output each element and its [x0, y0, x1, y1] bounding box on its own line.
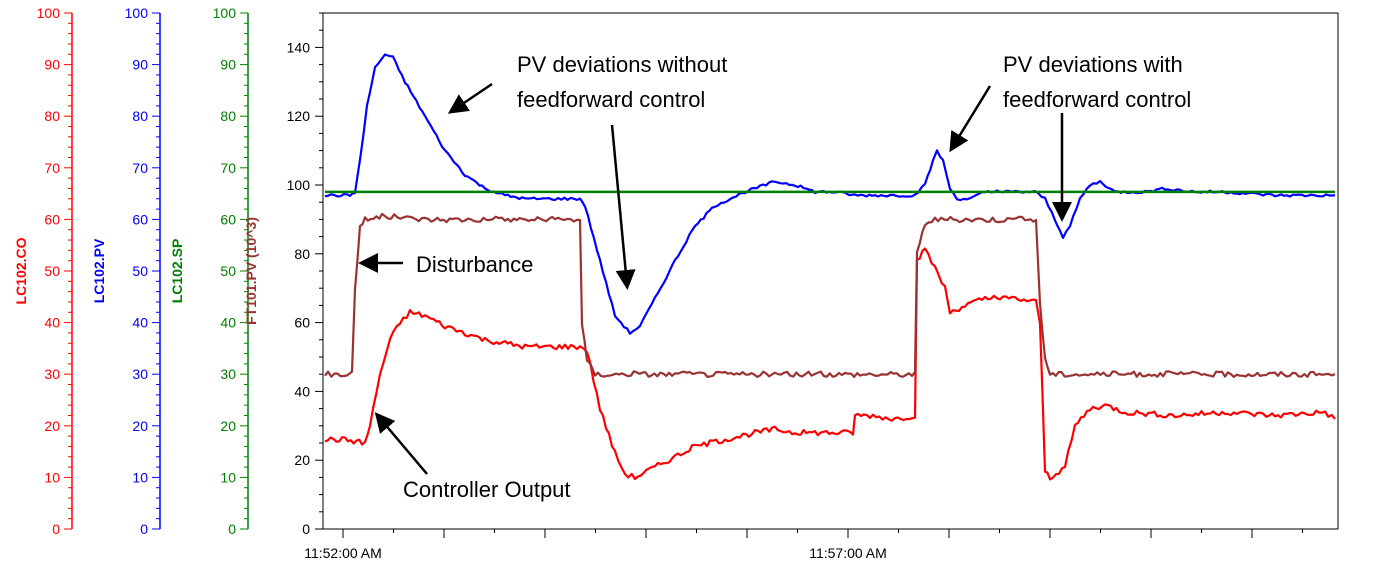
tick-label: 30: [132, 366, 148, 382]
tick-label: 70: [44, 160, 60, 176]
tick-label: 10: [220, 469, 236, 485]
tick-label: 80: [294, 246, 310, 262]
series-line-ft101-pv-10-3: [324, 212, 1336, 378]
tick-label: 100: [125, 5, 149, 21]
x-tick-label: 11:57:00 AM: [809, 545, 887, 561]
tick-label: 10: [44, 469, 60, 485]
ft101-axis: 0 20 40 60 80 100 120 140 FT101.PV (10^3): [243, 12, 323, 537]
tick-label: 20: [294, 452, 310, 468]
tick-label: 30: [44, 366, 60, 382]
x-tick-label: 11:52:00 AM: [304, 545, 382, 561]
series-line-lc102-co: [324, 247, 1336, 481]
axis-title: LC102.SP: [169, 239, 185, 304]
tick-label: 60: [44, 211, 60, 227]
tick-label: 40: [44, 315, 60, 331]
tick-label: 10: [132, 469, 148, 485]
tick-label: 40: [220, 315, 236, 331]
tick-label: 90: [220, 57, 236, 73]
axis-title-ft101: FT101.PV (10^3): [243, 217, 259, 325]
axis-lc102-pv: 0 10 20 30 40 50 60 70 80 90 100 LC102.PV: [91, 5, 161, 537]
series-layer: [324, 53, 1336, 481]
annotation-pv-without-ff-line2: feedforward control: [517, 87, 705, 112]
tick-label: 40: [132, 315, 148, 331]
tick-label: 90: [44, 57, 60, 73]
tick-label: 120: [287, 108, 311, 124]
axis-lc102-sp: 0 10 20 30 40 50 60 70 80 90 100 LC102.SP: [169, 5, 249, 537]
arrow-pv-without-ff-peak: [447, 82, 493, 114]
tick-label: 80: [132, 108, 148, 124]
plot-frame: [322, 12, 1339, 530]
tick-label: 0: [228, 521, 236, 537]
tick-label: 0: [52, 521, 60, 537]
annotation-disturbance: Disturbance: [416, 252, 533, 277]
tick-label: 80: [44, 108, 60, 124]
annotation-pv-without-ff-line1: PV deviations without: [517, 52, 727, 77]
tick-label: 20: [44, 418, 60, 434]
tick-label: 70: [220, 160, 236, 176]
tick-label: 60: [294, 315, 310, 331]
tick-label: 30: [220, 366, 236, 382]
annotation-layer: PV deviations without feedforward contro…: [358, 52, 1191, 502]
tick-label: 80: [220, 108, 236, 124]
annotation-pv-with-ff-line2: feedforward control: [1003, 87, 1191, 112]
tick-label: 70: [132, 160, 148, 176]
tick-label: 50: [44, 263, 60, 279]
arrow-pv-with-ff-peak: [949, 85, 992, 153]
tick-label: 90: [132, 57, 148, 73]
axis-title: LC102.CO: [13, 237, 29, 304]
annotation-controller-output: Controller Output: [403, 477, 571, 502]
tick-label: 40: [294, 383, 310, 399]
tick-label: 60: [132, 211, 148, 227]
tick-label: 0: [302, 521, 310, 537]
axis-title: LC102.PV: [91, 238, 107, 303]
axis-lc102-co: 0 10 20 30 40 50 60 70 80 90 100 LC102.CO: [13, 5, 73, 537]
tick-label: 100: [287, 177, 311, 193]
arrow-controller-output: [374, 412, 428, 475]
arrow-pv-without-ff-dip: [610, 124, 636, 290]
annotation-pv-with-ff-line1: PV deviations with: [1003, 52, 1183, 77]
tick-label: 60: [220, 211, 236, 227]
left-axes-group: 0102030405060708090100LC102.CO0102030405…: [13, 5, 249, 537]
tick-label: 20: [132, 418, 148, 434]
tick-label: 50: [220, 263, 236, 279]
tick-label: 50: [132, 263, 148, 279]
tick-label: 140: [287, 39, 311, 55]
tick-label: 100: [213, 5, 237, 21]
time-axis: 11:52:00 AM 11:57:00 AM: [304, 529, 1303, 561]
tick-label: 20: [220, 418, 236, 434]
tick-label: 0: [140, 521, 148, 537]
tick-label: 100: [37, 5, 61, 21]
